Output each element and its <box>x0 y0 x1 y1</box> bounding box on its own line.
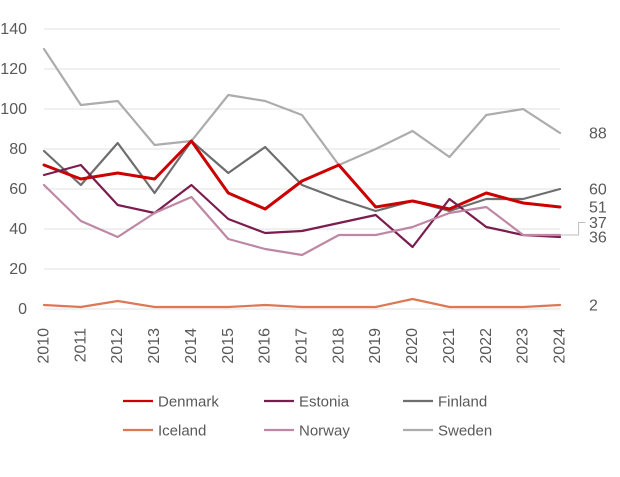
svg-text:60: 60 <box>589 182 607 199</box>
svg-text:Iceland: Iceland <box>158 423 206 440</box>
svg-text:2: 2 <box>589 298 598 315</box>
svg-text:2020: 2020 <box>404 328 421 364</box>
svg-text:Sweden: Sweden <box>438 423 492 440</box>
svg-text:Finland: Finland <box>438 394 487 411</box>
svg-text:40: 40 <box>9 221 27 238</box>
svg-text:2012: 2012 <box>109 328 126 364</box>
svg-text:2021: 2021 <box>441 328 458 364</box>
svg-text:2018: 2018 <box>330 328 347 364</box>
svg-text:36: 36 <box>589 230 607 247</box>
svg-text:2011: 2011 <box>72 328 89 363</box>
svg-text:80: 80 <box>9 141 27 158</box>
svg-text:2017: 2017 <box>294 328 311 364</box>
svg-text:2024: 2024 <box>552 328 569 364</box>
svg-text:2013: 2013 <box>146 328 163 364</box>
svg-text:37: 37 <box>589 215 607 232</box>
svg-text:2019: 2019 <box>367 328 384 364</box>
svg-text:2022: 2022 <box>478 328 495 364</box>
svg-text:Denmark: Denmark <box>158 394 219 411</box>
svg-text:60: 60 <box>9 181 27 198</box>
svg-text:88: 88 <box>589 126 607 143</box>
svg-text:120: 120 <box>0 61 27 78</box>
svg-text:20: 20 <box>9 261 27 278</box>
svg-text:2016: 2016 <box>257 328 274 364</box>
svg-text:0: 0 <box>18 301 27 318</box>
svg-text:Estonia: Estonia <box>299 394 350 411</box>
svg-text:100: 100 <box>0 101 27 118</box>
svg-text:2010: 2010 <box>36 328 53 364</box>
svg-text:2023: 2023 <box>515 328 532 364</box>
svg-text:51: 51 <box>589 200 607 217</box>
svg-text:140: 140 <box>0 21 27 38</box>
svg-text:Norway: Norway <box>299 423 350 440</box>
svg-text:2015: 2015 <box>220 328 237 364</box>
svg-text:2014: 2014 <box>183 328 200 364</box>
